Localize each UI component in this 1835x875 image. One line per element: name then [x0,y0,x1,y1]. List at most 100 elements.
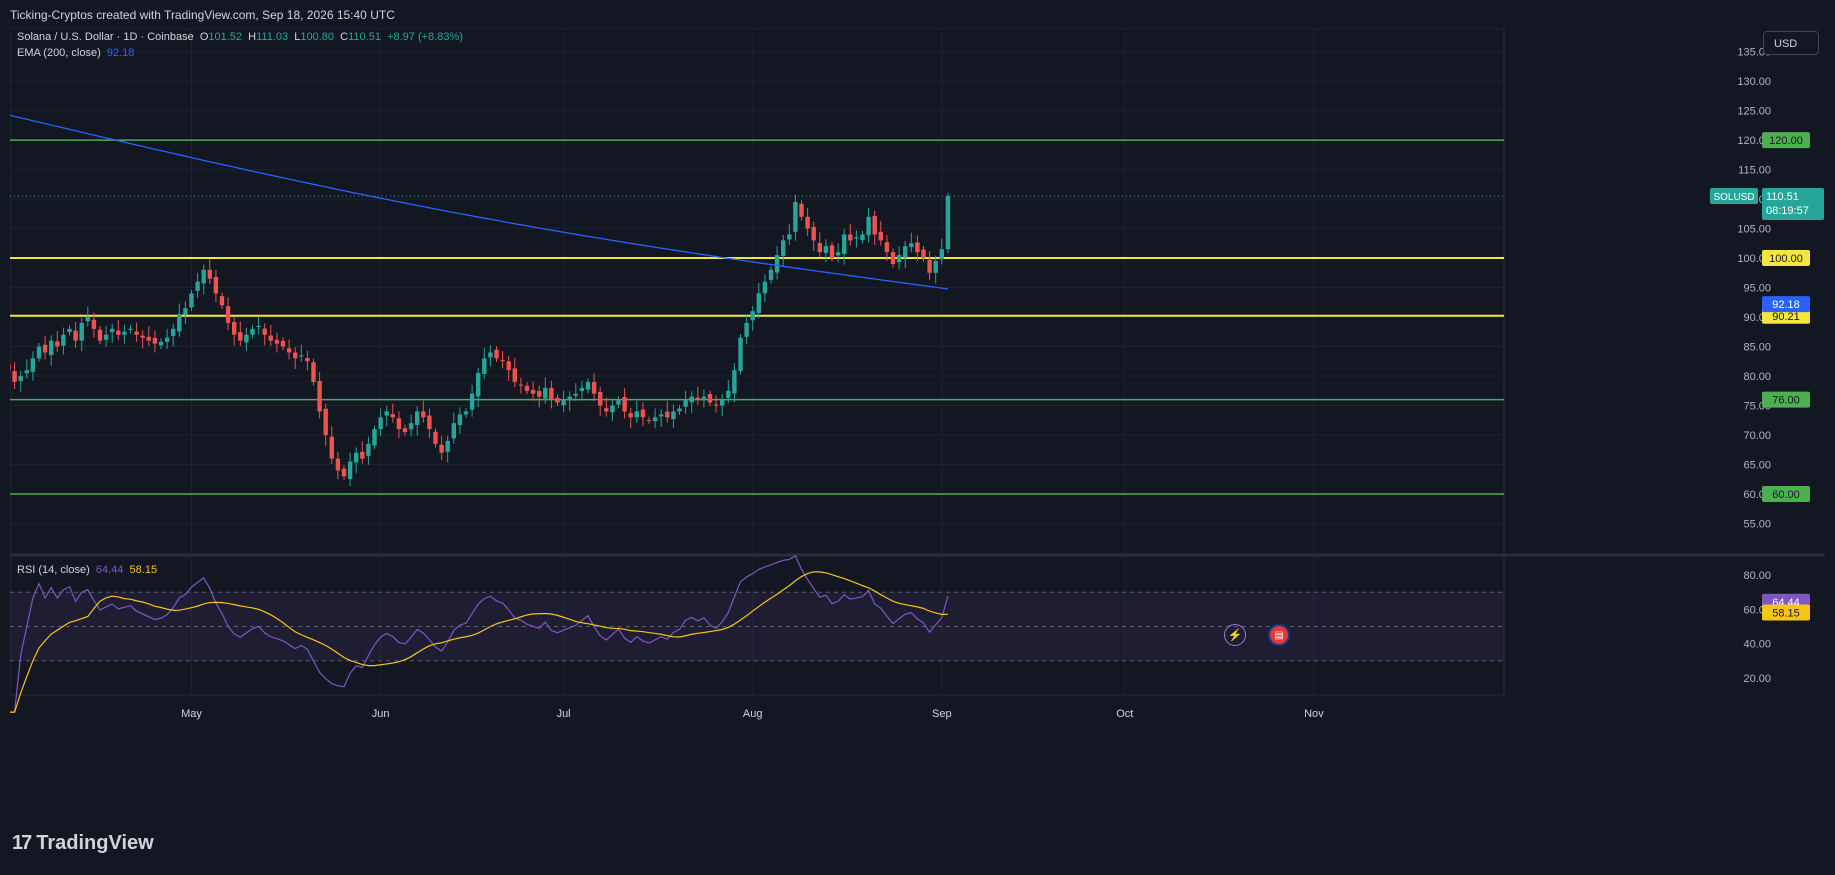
candle [610,405,615,413]
level-badge [1762,132,1810,149]
candle [439,444,444,453]
candle [500,360,505,362]
candle [781,240,786,256]
rsi-ma-value: 58.15 [129,564,158,576]
candle [567,396,572,401]
candle [890,252,896,264]
candle [183,308,188,315]
candle [30,358,36,372]
candle [634,411,639,418]
level-badge-label: 60.00 [1772,489,1800,501]
candle [732,370,737,394]
chart-canvas[interactable]: prMayJunJulAugSepOctNov55.0060.0065.0070… [10,28,1825,815]
candle [256,325,261,328]
chart-frame[interactable]: prMayJunJulAugSepOctNov55.0060.0065.0070… [10,28,1825,815]
candle [488,352,493,358]
candle [427,415,432,430]
candle [549,387,554,400]
candle [61,334,66,346]
candle [201,269,206,284]
low-label: L [294,31,301,43]
open-label: O [199,31,209,43]
candle [762,281,768,294]
candle [67,328,72,333]
candle [250,328,255,335]
candle [543,387,548,399]
candle [463,411,469,415]
candle [939,249,944,260]
candle [799,203,804,217]
candle [274,339,280,344]
price-tick-label: 130.00 [1737,76,1771,88]
footer [0,815,1835,875]
candle [604,408,609,412]
candle [817,243,822,253]
rsi-legend[interactable]: RSI (14, close) 64.44 58.15 [17,564,157,576]
candle [524,385,530,391]
candle [402,428,408,433]
candle [585,381,591,390]
candle [665,411,670,418]
candle [305,358,310,362]
candle [329,436,334,459]
candle [10,364,11,371]
candle [366,443,371,456]
candle [774,255,780,273]
currency-button[interactable]: USD [1763,31,1819,55]
ohlc-legend: Solana / U.S. Dollar · 1D · Coinbase O10… [17,31,463,43]
candle [238,332,243,341]
x-tick-label: Jul [557,708,571,720]
candle [707,394,713,403]
tradingview-logo-icon: 17 [12,832,32,854]
level-badge-label: 90.21 [1772,311,1800,323]
candle [177,314,182,332]
candle [640,409,646,418]
ema-legend[interactable]: EMA (200, close) 92.18 [17,47,134,59]
candle [12,371,17,382]
candle [116,330,121,335]
candle [469,393,475,410]
attribution-text: Ticking-Cryptos created with TradingView… [10,8,395,22]
candle [933,261,938,273]
level-badge-label: 100.00 [1769,253,1803,265]
candle [793,202,798,232]
price-tick-label: 65.00 [1743,460,1771,472]
candle [805,216,810,229]
candle [512,368,517,382]
candle [683,399,688,407]
candle [293,352,298,359]
candle [701,396,707,399]
us-flag-icon[interactable]: ▤ [1268,624,1290,646]
candle [146,336,151,341]
rsi-tick-label: 20.00 [1743,673,1771,685]
tradingview-brand[interactable]: 17 TradingView [12,832,154,855]
lightning-icon[interactable]: ⚡ [1224,624,1246,646]
candle [482,358,487,374]
candle [24,370,29,374]
attribution-bar: Ticking-Cryptos created with TradingView… [0,0,1835,28]
candle [671,411,676,420]
candle [396,418,402,430]
candle [189,293,194,308]
candle [530,389,536,394]
close-label: C [340,31,349,43]
candle [354,452,359,463]
x-tick-label: Jun [372,708,390,720]
candle [140,335,145,338]
candle [73,330,78,341]
candle [945,196,951,250]
candle [164,337,170,342]
symbol-badge-label: SOLUSD [1713,192,1754,203]
ema-badge [1762,296,1810,313]
candle [903,246,908,258]
candle [360,451,365,459]
high-value: 111.03 [256,31,289,43]
price-tick-label: 85.00 [1743,342,1771,354]
countdown-label: 08:19:57 [1766,205,1809,217]
brand-name: TradingView [36,832,154,854]
price-tick-label: 115.00 [1738,165,1771,177]
rsi-value: 64.44 [95,564,124,576]
candle [122,331,127,335]
candle [158,341,164,346]
candle [262,328,267,335]
